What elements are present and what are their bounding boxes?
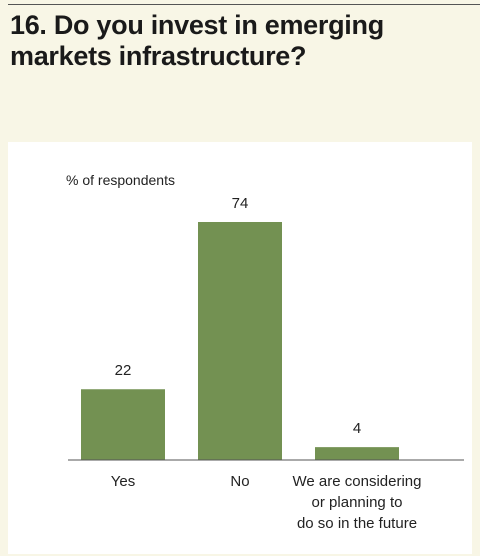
page-title: 16. Do you invest in emerging markets in… [10, 10, 384, 71]
value-label-2: 74 [232, 195, 249, 212]
bar-1 [81, 389, 165, 460]
category-label-1-line-1: Yes [111, 473, 135, 490]
category-label-3-line-1: We are considering [293, 473, 422, 490]
category-label-2-line-1: No [230, 473, 249, 490]
chart-panel: % of respondents 22 74 4 Yes No We are consi… [8, 142, 472, 554]
bar-chart: % of respondents 22 74 4 Yes No We are consi… [66, 172, 464, 532]
top-rule [8, 4, 480, 5]
category-label-3-line-3: do so in the future [297, 515, 417, 532]
value-label-3: 4 [353, 420, 361, 437]
category-label-3-line-2: or planning to [312, 494, 403, 511]
bars-group: 22 74 4 [81, 195, 399, 460]
bar-3 [315, 447, 399, 460]
bar-2 [198, 222, 282, 460]
value-label-1: 22 [115, 362, 132, 379]
category-labels-group: Yes No We are considering or planning to do … [111, 473, 422, 532]
y-axis-label: % of respondents [66, 172, 175, 188]
